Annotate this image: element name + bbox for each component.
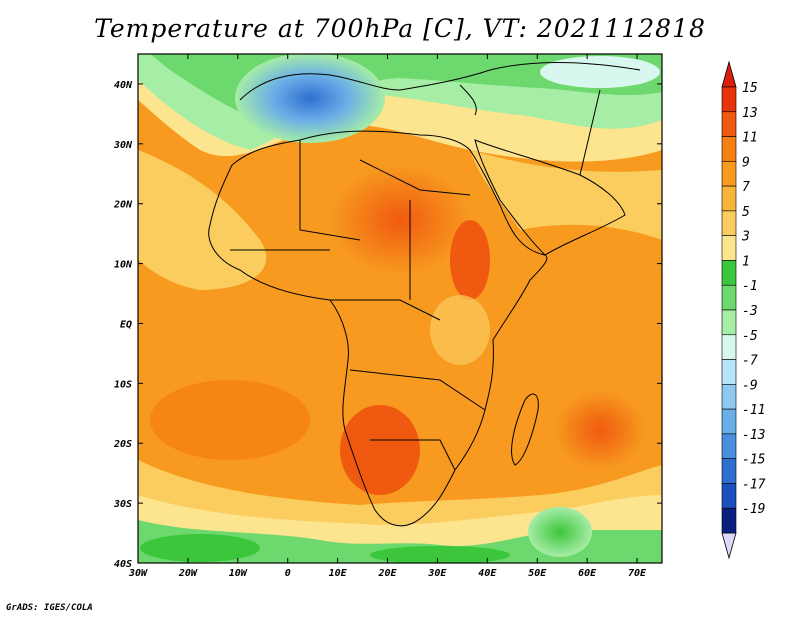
colorbar-label: 11 — [742, 131, 758, 146]
lat-tick-label: 20S — [113, 439, 132, 450]
colorbar-top-cap — [721, 60, 737, 88]
latitude-axis: 40N 30N 20N 10N EQ 10S 20S 30S 40S — [113, 80, 662, 570]
colorbar-swatch — [721, 185, 737, 212]
colorbar-label: 5 — [742, 205, 750, 220]
lat-tick-label: 40S — [114, 559, 132, 570]
colorbar-swatch — [721, 309, 737, 336]
colorbar-swatch — [721, 384, 737, 410]
colorbar-swatch — [721, 161, 737, 187]
lon-tick-label: 10W — [229, 568, 248, 579]
colorbar-label: 15 — [742, 81, 758, 96]
longitude-axis: 30W 20W 10W 0 10E 20E 30E 40E 50E 60E 70E — [128, 54, 647, 579]
lon-tick-label: 40E — [478, 568, 497, 579]
colorbar-label: 1 — [742, 254, 750, 269]
colorbar-swatch — [721, 483, 737, 509]
lon-tick-label: 30W — [128, 568, 148, 579]
colorbar-swatch — [721, 408, 737, 435]
lat-tick-label: 40N — [114, 80, 133, 91]
colorbar-label: -3 — [742, 304, 758, 319]
colorbar-swatch — [721, 507, 737, 534]
colorbar-bottom-cap — [721, 532, 737, 560]
lon-tick-label: 60E — [578, 568, 597, 579]
colorbar-label: -5 — [742, 329, 758, 344]
colorbar-swatch — [721, 86, 737, 113]
colorbar-label: -11 — [742, 403, 765, 418]
colorbar: 15 13 11 9 7 5 3 1 -1 -3 -5 -7 -9 -11 -13 -15 -17 -19 — [721, 60, 766, 560]
lon-tick-label: 20W — [178, 568, 198, 579]
lat-tick-label: 20N — [113, 200, 133, 211]
lat-tick-label: EQ — [120, 319, 132, 330]
colorbar-label: 9 — [742, 155, 750, 170]
coastlines — [208, 62, 641, 527]
colorbar-swatch — [721, 111, 737, 137]
colorbar-label: -17 — [742, 477, 766, 492]
lat-tick-label: 30S — [113, 499, 132, 510]
lat-tick-label: 30N — [113, 140, 133, 151]
lon-tick-label: 0 — [285, 568, 291, 579]
colorbar-swatch — [721, 210, 737, 236]
lat-tick-label: 10S — [114, 379, 132, 390]
colorbar-label: -9 — [742, 378, 758, 393]
lon-tick-label: 70E — [628, 568, 647, 579]
colorbar-label: -15 — [742, 453, 766, 468]
colorbar-swatch — [721, 235, 737, 261]
colorbar-swatch — [721, 359, 737, 385]
lat-tick-label: 10N — [114, 260, 133, 271]
colorbar-label: 13 — [742, 106, 758, 121]
lon-tick-label: 30E — [427, 568, 447, 579]
colorbar-swatch — [721, 260, 737, 286]
map-frame — [137, 53, 663, 564]
temperature-field — [138, 54, 662, 563]
colorbar-label: 3 — [741, 230, 750, 245]
colorbar-swatch — [721, 458, 737, 484]
colorbar-label: 7 — [742, 180, 750, 195]
colorbar-swatch — [721, 136, 737, 162]
credit-text: GrADS: IGES/COLA — [6, 603, 93, 613]
colorbar-label: -1 — [742, 279, 758, 294]
colorbar-label: -7 — [742, 354, 758, 369]
lon-tick-label: 20E — [377, 568, 397, 579]
colorbar-swatch — [721, 433, 737, 459]
colorbar-label: -19 — [742, 502, 765, 517]
lon-tick-label: 10E — [329, 568, 348, 579]
colorbar-swatch — [721, 284, 737, 311]
chart-title: Temperature at 700hPa [C], VT: 202111281… — [94, 14, 706, 43]
colorbar-swatch — [721, 334, 737, 360]
colorbar-label: -13 — [742, 428, 765, 443]
lon-tick-label: 50E — [528, 568, 547, 579]
